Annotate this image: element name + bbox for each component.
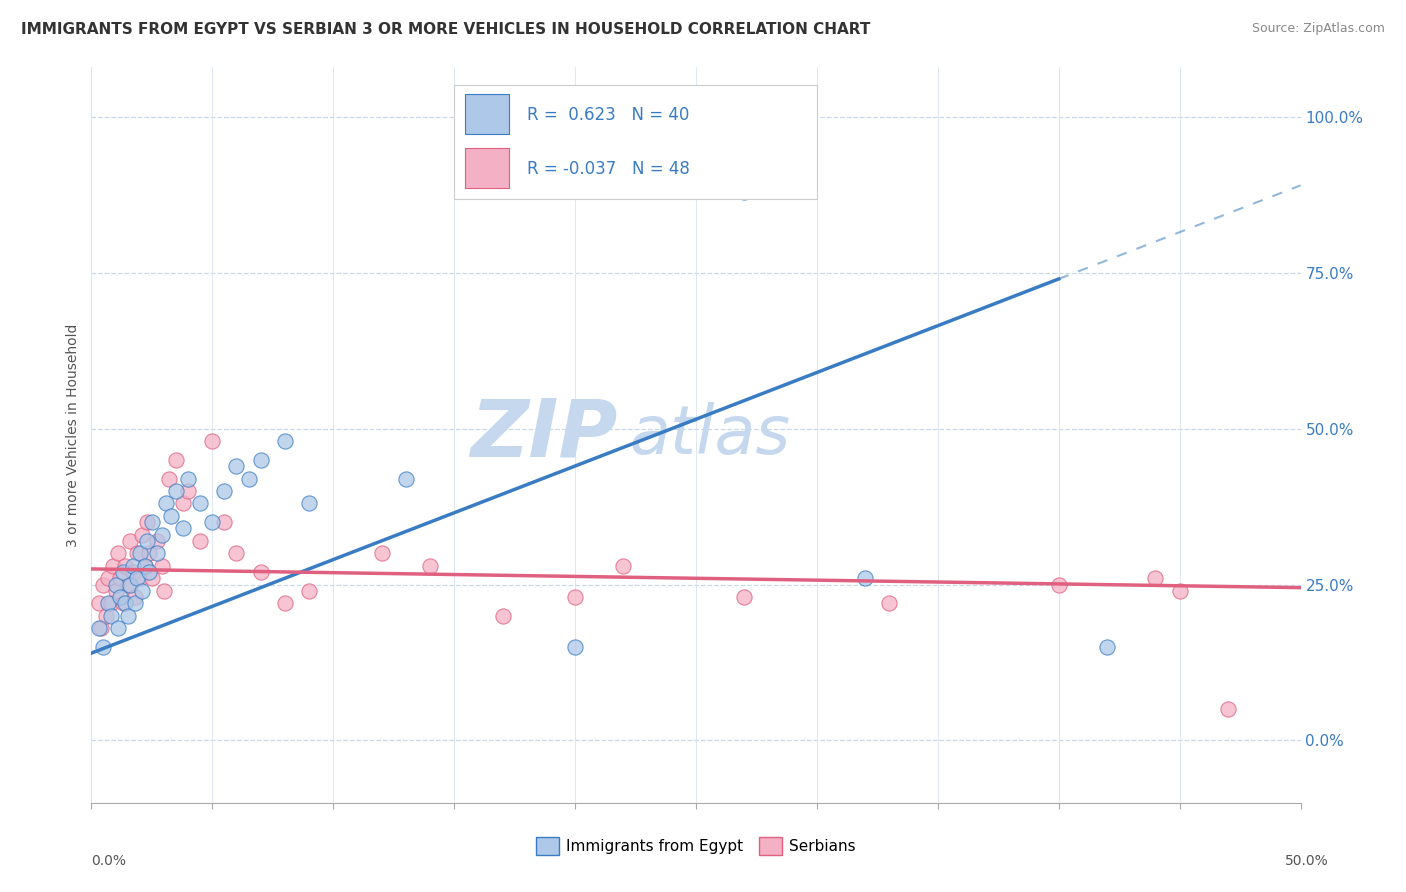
Point: [249, 565, 271, 579]
Point: [733, 185, 755, 199]
Text: 0.0%: 0.0%: [91, 854, 127, 868]
Point: [419, 558, 441, 573]
Text: ZIP: ZIP: [470, 396, 617, 474]
Point: [733, 590, 755, 604]
Point: [120, 533, 142, 548]
Point: [491, 608, 513, 623]
Point: [141, 571, 163, 585]
Point: [274, 596, 297, 610]
Point: [1216, 702, 1239, 716]
Point: [104, 577, 127, 591]
Point: [201, 515, 224, 529]
Point: [114, 558, 136, 573]
Point: [172, 521, 194, 535]
Point: [127, 546, 149, 560]
Point: [138, 546, 160, 560]
Point: [165, 452, 187, 467]
Point: [853, 571, 876, 585]
Point: [104, 583, 127, 598]
Point: [1144, 571, 1167, 585]
Point: [395, 471, 418, 485]
Point: [93, 577, 115, 591]
Point: [94, 608, 117, 623]
Point: [238, 471, 260, 485]
Point: [225, 546, 247, 560]
Point: [110, 590, 132, 604]
Y-axis label: 3 or more Vehicles in Household: 3 or more Vehicles in Household: [66, 323, 80, 547]
Point: [131, 527, 153, 541]
Point: [141, 515, 163, 529]
Point: [188, 533, 211, 548]
Point: [155, 496, 177, 510]
Point: [124, 590, 146, 604]
Point: [100, 596, 122, 610]
Point: [150, 558, 173, 573]
Point: [145, 546, 167, 560]
Point: [124, 596, 146, 610]
Point: [1047, 577, 1070, 591]
Point: [370, 546, 392, 560]
Point: [97, 596, 120, 610]
Point: [201, 434, 224, 448]
Point: [87, 596, 110, 610]
Point: [214, 515, 236, 529]
Point: [1168, 583, 1191, 598]
Point: [90, 621, 112, 635]
Point: [136, 515, 159, 529]
Point: [128, 546, 150, 560]
Point: [110, 571, 132, 585]
Point: [101, 558, 124, 573]
Point: [111, 596, 134, 610]
Point: [298, 583, 321, 598]
Point: [127, 571, 149, 585]
Point: [114, 596, 136, 610]
Point: [564, 640, 586, 654]
Point: [107, 621, 129, 635]
Text: Source: ZipAtlas.com: Source: ZipAtlas.com: [1251, 22, 1385, 36]
Point: [165, 483, 187, 498]
Point: [136, 533, 159, 548]
Point: [134, 558, 156, 573]
Point: [172, 496, 194, 510]
Point: [121, 558, 143, 573]
Point: [107, 546, 129, 560]
Point: [214, 483, 236, 498]
Text: atlas: atlas: [630, 402, 790, 467]
Legend: Immigrants from Egypt, Serbians: Immigrants from Egypt, Serbians: [530, 830, 862, 862]
Point: [150, 527, 173, 541]
Point: [121, 565, 143, 579]
Point: [100, 608, 122, 623]
Point: [612, 558, 634, 573]
Point: [120, 577, 142, 591]
Point: [188, 496, 211, 510]
Point: [97, 571, 120, 585]
Point: [117, 608, 139, 623]
Point: [131, 583, 153, 598]
Point: [249, 452, 271, 467]
Point: [225, 458, 247, 473]
Point: [1095, 640, 1118, 654]
Text: 50.0%: 50.0%: [1285, 854, 1329, 868]
Point: [138, 565, 160, 579]
Point: [153, 583, 176, 598]
Point: [274, 434, 297, 448]
Point: [93, 640, 115, 654]
Point: [157, 471, 180, 485]
Point: [160, 508, 183, 523]
Point: [87, 621, 110, 635]
Point: [128, 571, 150, 585]
Point: [879, 596, 901, 610]
Text: IMMIGRANTS FROM EGYPT VS SERBIAN 3 OR MORE VEHICLES IN HOUSEHOLD CORRELATION CHA: IMMIGRANTS FROM EGYPT VS SERBIAN 3 OR MO…: [21, 22, 870, 37]
Point: [134, 558, 156, 573]
Point: [117, 577, 139, 591]
Point: [111, 565, 134, 579]
Point: [145, 533, 167, 548]
Point: [177, 471, 200, 485]
Point: [564, 590, 586, 604]
Point: [298, 496, 321, 510]
Point: [177, 483, 200, 498]
